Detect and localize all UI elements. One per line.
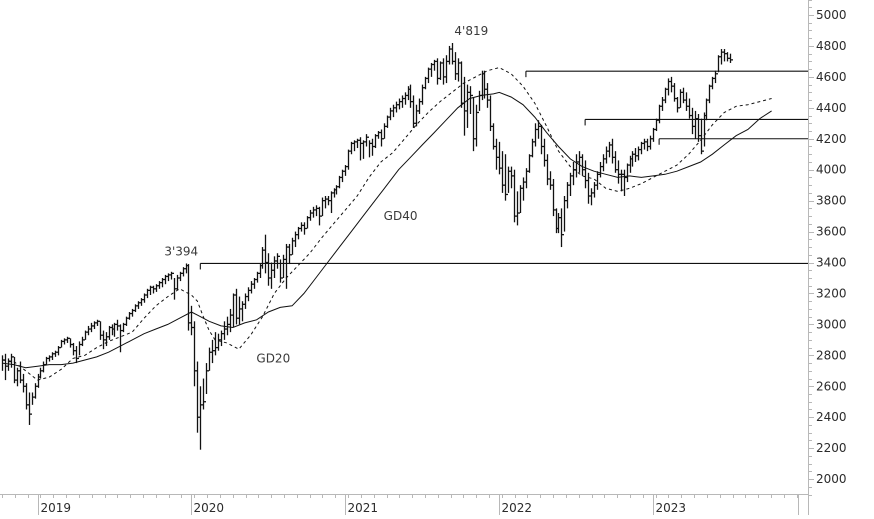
y-axis-label: 2800 <box>816 348 847 362</box>
annotation-label: GD40 <box>384 209 418 223</box>
y-axis-label: 4000 <box>816 163 847 177</box>
y-axis-label: 2000 <box>816 472 847 486</box>
x-axis-label: 2019 <box>41 501 72 515</box>
y-axis-label: 4600 <box>816 70 847 84</box>
y-axis: 5000 4800 4600 4400 4200 4000 3800 3600 3400 3200… <box>808 0 874 515</box>
annotation-label: 3'394 <box>164 244 198 258</box>
y-axis-label: 3000 <box>816 317 847 331</box>
x-axis-label: 2022 <box>502 501 533 515</box>
gd40-line <box>1 91 772 369</box>
y-axis-label: 5000 <box>816 8 847 22</box>
x-axis: 2019 2020 2021 2022 2023 <box>0 494 808 515</box>
y-axis-label: 3200 <box>816 286 847 300</box>
annotation-label: 4'819 <box>454 24 488 38</box>
moving-average-lines <box>1 67 772 381</box>
y-axis-background <box>808 0 874 515</box>
x-axis-label: 2021 <box>348 501 379 515</box>
y-axis-label: 3600 <box>816 225 847 239</box>
gd20-line <box>1 67 772 381</box>
x-axis-label: 2020 <box>194 501 225 515</box>
chart-annotations: 3'394 4'819 GD40 GD20 <box>164 24 488 365</box>
y-axis-label: 2400 <box>816 410 847 424</box>
price-bars <box>1 43 733 450</box>
y-axis-label: 2200 <box>816 441 847 455</box>
y-axis-label: 4800 <box>816 39 847 53</box>
y-axis-label: 2600 <box>816 379 847 393</box>
horizontal-resistance-lines <box>199 70 808 270</box>
x-axis-background <box>0 494 808 515</box>
y-axis-label: 4200 <box>816 132 847 146</box>
y-axis-label: 3400 <box>816 256 847 270</box>
y-axis-label: 4400 <box>816 101 847 115</box>
annotation-label: GD20 <box>256 351 290 365</box>
y-axis-label: 3800 <box>816 194 847 208</box>
x-axis-label: 2023 <box>656 501 687 515</box>
